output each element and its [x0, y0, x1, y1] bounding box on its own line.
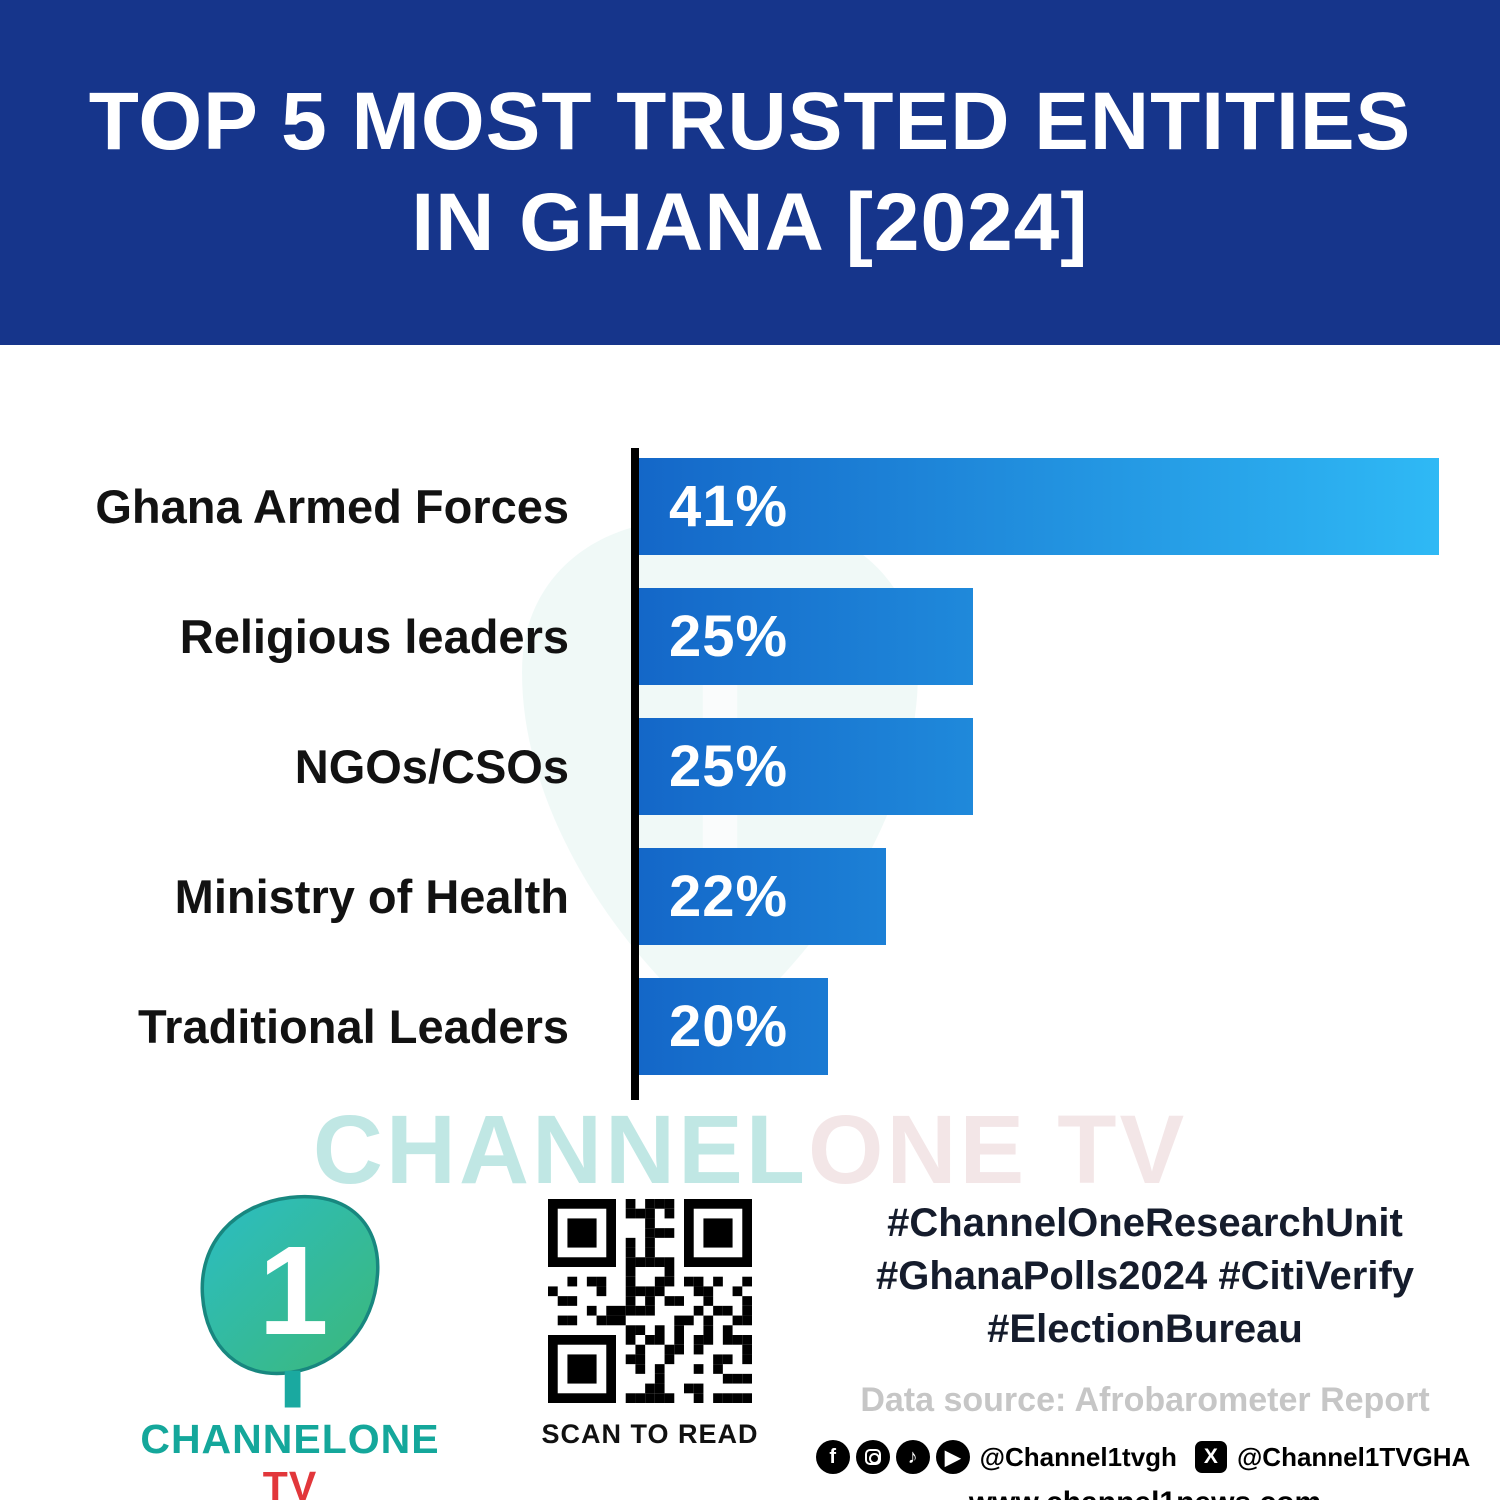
hashtag-line: #ElectionBureau — [987, 1306, 1303, 1351]
website-url: www.channel1news.com — [845, 1486, 1445, 1500]
social-row: f ♪ ▶ @Channel1tvgh X @Channel1TVGHA — [815, 1440, 1470, 1475]
chart-row: NGOs/CSOs 25% — [0, 718, 1500, 815]
x-handle: @Channel1TVGHA — [1236, 1441, 1471, 1472]
hashtags: #ChannelOneResearchUnit #GhanaPolls2024 … — [845, 1197, 1445, 1355]
facebook-icon[interactable]: f — [815, 1440, 850, 1475]
tiktok-icon[interactable]: ♪ — [895, 1440, 930, 1475]
bar-category-label: Ghana Armed Forces — [95, 480, 569, 533]
watermark-part-2: ONE TV — [808, 1095, 1188, 1204]
bar-track: 20% — [639, 978, 1439, 1075]
bar: 41% — [639, 458, 1439, 555]
bar-track: 25% — [639, 718, 1439, 815]
logo-wordmark-main: CHANNELONE — [140, 1416, 440, 1462]
social-handle: @Channel1tvgh — [979, 1441, 1177, 1472]
bar: 25% — [639, 718, 974, 815]
channel-one-logo-icon: 1 — [200, 1194, 380, 1408]
meta-block: #ChannelOneResearchUnit #GhanaPolls2024 … — [815, 1197, 1470, 1500]
qr-caption: SCAN TO READ — [541, 1419, 759, 1449]
bar-category-label: Ministry of Health — [174, 870, 569, 923]
bar-value-label: 25% — [669, 734, 789, 799]
bar-value-label: 41% — [669, 474, 789, 539]
bar: 22% — [639, 848, 887, 945]
x-twitter-icon[interactable]: X — [1194, 1441, 1227, 1474]
instagram-icon[interactable] — [855, 1440, 890, 1475]
header-banner: TOP 5 MOST TRUSTED ENTITIES IN GHANA [20… — [0, 0, 1500, 345]
hashtag-line: #ChannelOneResearchUnit — [887, 1201, 1403, 1245]
page-title: TOP 5 MOST TRUSTED ENTITIES IN GHANA [20… — [89, 72, 1411, 272]
bar-value-label: 22% — [669, 864, 789, 929]
bar-category-label: Religious leaders — [179, 610, 569, 663]
qr-code — [548, 1199, 752, 1403]
bar-track: 25% — [639, 588, 1439, 685]
bar: 25% — [639, 588, 974, 685]
qr-block: SCAN TO READ — [540, 1199, 760, 1450]
youtube-icon[interactable]: ▶ — [935, 1440, 970, 1475]
bar-category-label: Traditional Leaders — [138, 1000, 569, 1053]
hashtag-line: #GhanaPolls2024 #CitiVerify — [875, 1253, 1415, 1298]
chart-row: Religious leaders 25% — [0, 588, 1500, 685]
logo-numeral: 1 — [258, 1220, 328, 1361]
bar-track: 22% — [639, 848, 1439, 945]
logo-wordmark: CHANNELONE TV — [118, 1416, 462, 1500]
chart-row: Ghana Armed Forces 41% — [0, 458, 1500, 555]
channelone-watermark: CHANNELONE TV — [0, 1094, 1500, 1206]
bar-track: 41% — [639, 458, 1439, 555]
chart-row: Ministry of Health 22% — [0, 848, 1500, 945]
bar: 20% — [639, 978, 828, 1075]
title-line-2: IN GHANA [2024] — [411, 176, 1089, 268]
chart-axis — [631, 448, 639, 1100]
watermark-part-1: CHANNEL — [312, 1095, 809, 1204]
chart-row: Traditional Leaders 20% — [0, 978, 1500, 1075]
title-line-1: TOP 5 MOST TRUSTED ENTITIES — [88, 76, 1412, 168]
data-source-label: Data source: Afrobarometer Report — [860, 1381, 1430, 1420]
bar-category-label: NGOs/CSOs — [294, 740, 569, 793]
footer: 1 CHANNELONE TV SCAN TO READ #ChannelOne… — [0, 1185, 1500, 1500]
logo-wordmark-tv: TV — [262, 1463, 318, 1500]
bar-value-label: 25% — [669, 604, 789, 669]
chart-rows: Ghana Armed Forces 41% Religious leaders 25… — [0, 458, 1500, 1075]
bar-chart: Ghana Armed Forces 41% Religious leaders 25… — [0, 448, 1500, 1108]
bar-value-label: 20% — [669, 994, 789, 1059]
channel-one-logo: 1 CHANNELONE TV — [118, 1187, 462, 1500]
